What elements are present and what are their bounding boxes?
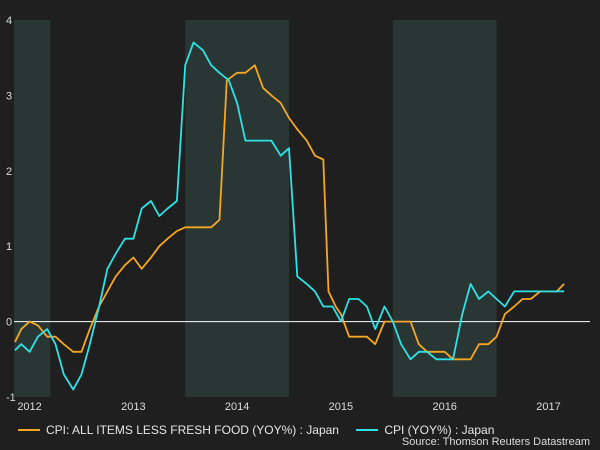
legend-item-core-cpi: CPI: ALL ITEMS LESS FRESH FOOD (YOY%) : … [18,423,339,437]
series-lines [14,41,565,391]
shaded-periods [14,20,497,397]
y-tick-label-4: 4 [6,15,12,27]
x-tick-label-2012: 2012 [17,401,41,413]
series-line-1 [14,41,565,391]
y-tick-label-2: 2 [6,166,12,178]
y-tick-label--1: -1 [6,392,16,404]
legend-item-cpi: CPI (YOY%) : Japan [356,423,494,437]
legend-swatch-cpi [356,429,379,431]
shaded-period-2 [392,20,497,397]
shaded-period-0 [14,20,51,397]
x-tick-label-2014: 2014 [225,401,249,413]
legend-label-cpi: CPI (YOY%) : Japan [384,423,495,437]
y-tick-label-0: 0 [6,317,12,329]
x-tick-label-2015: 2015 [329,401,353,413]
legend-label-core-cpi: CPI: ALL ITEMS LESS FRESH FOOD (YOY%) : … [46,423,339,437]
x-tick-label-2013: 2013 [121,401,145,413]
legend: CPI: ALL ITEMS LESS FRESH FOOD (YOY%) : … [18,420,508,437]
y-tick-label-1: 1 [6,241,12,253]
legend-swatch-core-cpi [18,429,40,431]
y-axis-ticks: -1 0 1 2 3 4 [6,15,16,404]
series-line-0 [14,64,565,361]
source-note: Source: Thomson Reuters Datastream [401,436,590,448]
x-tick-label-2017: 2017 [536,401,560,413]
x-tick-label-2016: 2016 [432,401,456,413]
shaded-period-1 [185,20,290,397]
y-tick-label-3: 3 [6,90,12,102]
x-axis-ticks: 2012 2013 2014 2015 2016 2017 [17,401,560,413]
